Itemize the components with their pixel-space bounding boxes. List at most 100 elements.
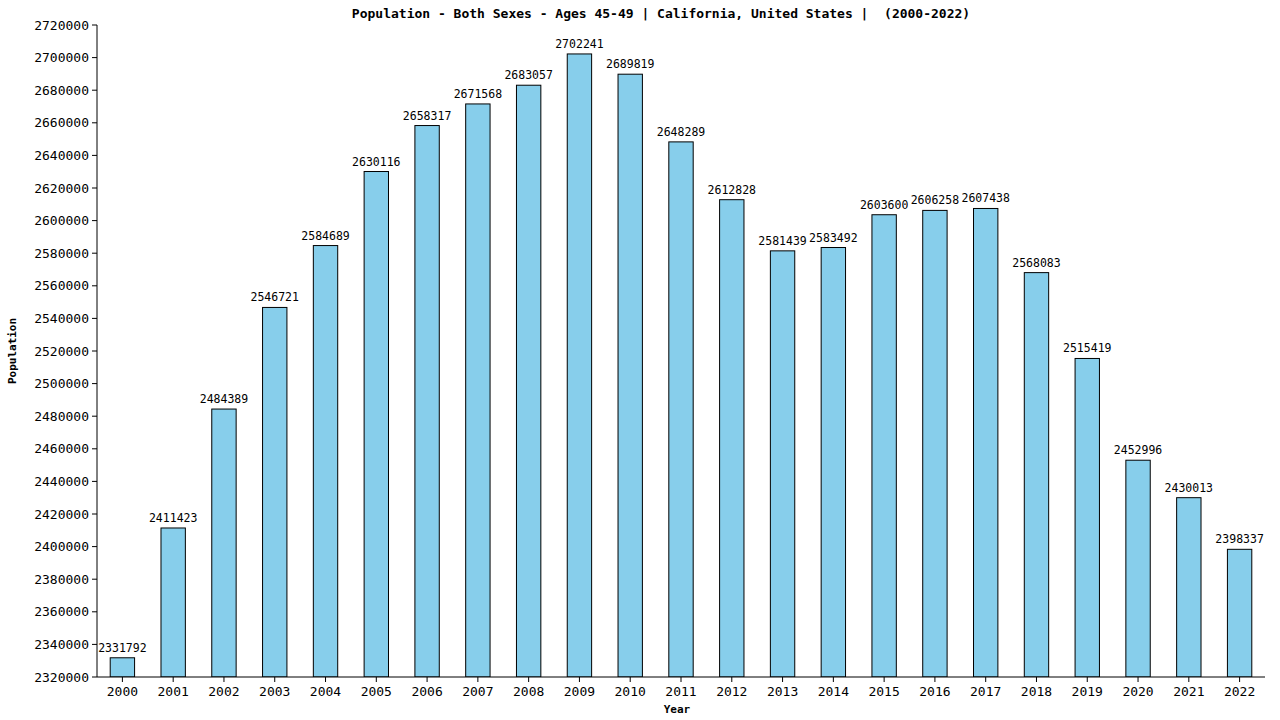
data-label: 2584689 [301, 229, 350, 243]
x-tick-label: 2012 [716, 684, 747, 699]
y-tick-label: 2720000 [34, 18, 89, 33]
y-tick [92, 579, 97, 580]
x-tick-label: 2003 [259, 684, 290, 699]
title: Population - Both Sexes - Ages 45-49 | C… [352, 6, 970, 21]
x-tick-label: 2015 [868, 684, 899, 699]
y-tick-label: 2540000 [34, 311, 89, 326]
bar [263, 307, 287, 677]
bar [567, 54, 591, 677]
x-tick-label: 2007 [462, 684, 493, 699]
x-tick [681, 677, 682, 682]
data-label: 2581439 [758, 234, 807, 248]
data-label: 2331792 [98, 641, 146, 655]
data-label: 2689819 [606, 57, 655, 71]
x-tick-label: 2013 [767, 684, 798, 699]
x-tick-label: 2014 [818, 684, 849, 699]
y-tick [92, 383, 97, 384]
y-tick [92, 285, 97, 286]
bar [516, 85, 540, 677]
y-tick-label: 2660000 [34, 115, 89, 130]
y-tick-label: 2600000 [34, 213, 89, 228]
x-tick [173, 677, 174, 682]
data-label: 2683057 [504, 68, 553, 82]
data-label: 2411423 [149, 511, 198, 525]
y-tick [92, 57, 97, 58]
y-axis-label: Population [6, 318, 19, 384]
x-tick-label: 2005 [361, 684, 392, 699]
data-label: 2484389 [200, 392, 249, 406]
bar [364, 172, 388, 677]
y-tick-label: 2560000 [34, 278, 89, 293]
x-tick [122, 677, 123, 682]
y-tick-label: 2640000 [34, 148, 89, 163]
bars [110, 54, 1252, 677]
x-tick [1087, 677, 1088, 682]
data-label: 2658317 [403, 109, 452, 123]
bar [1227, 549, 1251, 677]
y-tick [92, 546, 97, 547]
y-tick [92, 611, 97, 612]
data-label: 2612828 [708, 183, 757, 197]
bar [1075, 358, 1099, 677]
x-tick [833, 677, 834, 682]
x-tick [274, 677, 275, 682]
x-tick-label: 2018 [1021, 684, 1052, 699]
data-label: 2603600 [860, 198, 909, 212]
y-tick-label: 2420000 [34, 507, 89, 522]
y-tick [92, 644, 97, 645]
bar [821, 248, 845, 677]
y-tick [92, 90, 97, 91]
x-tick [223, 677, 224, 682]
x-tick [477, 677, 478, 682]
y-tick [92, 188, 97, 189]
bar [313, 246, 337, 677]
x-tick [1036, 677, 1037, 682]
x-tick-label: 2010 [615, 684, 646, 699]
y-tick-label: 2580000 [34, 246, 89, 261]
x-axis-label: Year [664, 703, 691, 716]
bar [974, 208, 998, 677]
data-label: 2546721 [251, 290, 300, 304]
chart: Population - Both Sexes - Ages 45-49 | C… [0, 0, 1280, 720]
x-tick [985, 677, 986, 682]
x-tick-label: 2011 [665, 684, 696, 699]
x-tick [1138, 677, 1139, 682]
x-tick [325, 677, 326, 682]
x-tick-label: 2004 [310, 684, 341, 699]
y-tick [92, 514, 97, 515]
y-tick-label: 2620000 [34, 181, 89, 196]
y-tick [92, 253, 97, 254]
bar [1024, 273, 1048, 677]
x-tick [1239, 677, 1240, 682]
y-tick [92, 416, 97, 417]
y-tick [92, 318, 97, 319]
data-label: 2671568 [454, 87, 503, 101]
x-tick [528, 677, 529, 682]
data-label: 2606258 [911, 193, 960, 207]
y-tick [92, 351, 97, 352]
x-tick-label: 2000 [107, 684, 138, 699]
x-tick-label: 2009 [564, 684, 595, 699]
bar [415, 126, 439, 677]
bar [923, 210, 947, 677]
y-tick-label: 2360000 [34, 604, 89, 619]
x-tick-label: 2001 [158, 684, 189, 699]
y-tick [92, 122, 97, 123]
x-tick [579, 677, 580, 682]
data-label: 2630116 [352, 155, 401, 169]
y-tick [92, 677, 97, 678]
x-tick-label: 2008 [513, 684, 544, 699]
data-label: 2607438 [961, 191, 1010, 205]
data-label: 2648289 [657, 125, 706, 139]
y-tick-label: 2380000 [34, 572, 89, 587]
bar [872, 215, 896, 677]
y-tick-label: 2340000 [34, 637, 89, 652]
data-label: 2430013 [1165, 481, 1214, 495]
x-tick-label: 2019 [1072, 684, 1103, 699]
x-tick-label: 2016 [919, 684, 950, 699]
y-tick-label: 2460000 [34, 441, 89, 456]
x-tick [376, 677, 377, 682]
data-label: 2568083 [1012, 256, 1061, 270]
y-tick-label: 2680000 [34, 83, 89, 98]
x-tick-label: 2020 [1122, 684, 1153, 699]
